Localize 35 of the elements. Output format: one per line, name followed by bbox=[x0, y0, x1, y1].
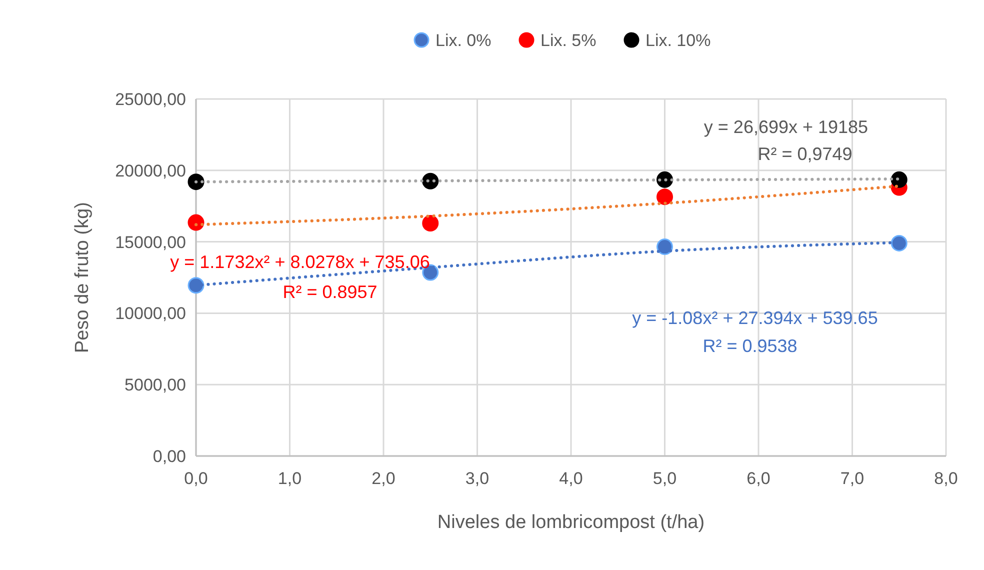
y-tick-label: 0,00 bbox=[152, 447, 186, 466]
x-tick-label: 0,0 bbox=[184, 469, 208, 488]
x-tick-label: 7,0 bbox=[840, 469, 864, 488]
point bbox=[890, 234, 908, 252]
annotation: R² = 0.9538 bbox=[702, 336, 798, 356]
y-tick-label: 5000,00 bbox=[124, 376, 186, 395]
legend-label: Lix. 5% bbox=[540, 31, 596, 50]
point bbox=[656, 188, 673, 206]
y-tick-label: 20000,00 bbox=[115, 161, 186, 180]
x-tick-label: 8,0 bbox=[934, 469, 958, 488]
legend-label: Lix. 0% bbox=[436, 31, 492, 50]
annotation: R² = 0,9749 bbox=[758, 144, 852, 164]
point bbox=[656, 238, 673, 256]
point bbox=[188, 277, 204, 294]
point bbox=[422, 214, 439, 232]
y-tick-label: 15000,00 bbox=[115, 232, 186, 252]
y-tick-label: 25000,00 bbox=[115, 90, 186, 109]
annotation: y = 1.1732x² + 8.0278x + 735.06 bbox=[170, 252, 430, 272]
x-tick-label: 5,0 bbox=[652, 469, 677, 488]
x-tick-label: 6,0 bbox=[746, 469, 770, 488]
annotation: y = -1.08x² + 27.394x + 539.65 bbox=[632, 308, 878, 328]
x-tick-label: 1,0 bbox=[278, 469, 302, 488]
point bbox=[188, 174, 204, 190]
y-tick-label: 10000,00 bbox=[115, 304, 186, 324]
x-tick-label: 4,0 bbox=[559, 469, 583, 488]
x-tick-label: 3,0 bbox=[465, 469, 490, 488]
x-tick-label: 2,0 bbox=[372, 469, 396, 488]
legend-label: Lix. 10% bbox=[646, 31, 711, 50]
y-axis-title: Peso de fruto (kg) bbox=[72, 202, 93, 354]
point bbox=[188, 214, 204, 231]
annotation: R² = 0.8957 bbox=[282, 282, 378, 302]
point bbox=[890, 171, 908, 188]
point bbox=[422, 172, 439, 190]
x-axis-title: Niveles de lombricompost (t/ha) bbox=[437, 512, 705, 533]
annotation: y = 26,699x + 19185 bbox=[704, 117, 868, 137]
